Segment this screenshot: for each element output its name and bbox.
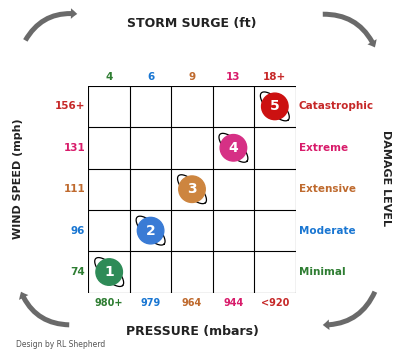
Text: 74: 74: [70, 267, 85, 277]
Text: STORM SURGE (ft): STORM SURGE (ft): [127, 17, 257, 30]
Text: WIND SPEED (mph): WIND SPEED (mph): [13, 118, 23, 239]
Text: 4: 4: [228, 141, 238, 155]
Text: 9: 9: [188, 72, 196, 82]
Text: Moderate: Moderate: [299, 226, 356, 236]
Circle shape: [262, 93, 288, 120]
Text: Extensive: Extensive: [299, 184, 356, 194]
Text: 111: 111: [64, 184, 85, 194]
Text: 5: 5: [270, 99, 280, 114]
Circle shape: [220, 135, 247, 161]
Text: Catastrophic: Catastrophic: [299, 101, 374, 111]
Text: 4: 4: [106, 72, 113, 82]
Text: <920: <920: [261, 298, 289, 308]
Text: Design by RL Shepherd: Design by RL Shepherd: [16, 340, 105, 349]
Text: 156+: 156+: [55, 101, 85, 111]
Text: DAMAGE LEVEL: DAMAGE LEVEL: [381, 131, 391, 226]
Text: 944: 944: [223, 298, 244, 308]
Text: 131: 131: [64, 143, 85, 153]
Text: 979: 979: [140, 298, 161, 308]
Text: 964: 964: [182, 298, 202, 308]
Text: Minimal: Minimal: [299, 267, 346, 277]
Text: PRESSURE (mbars): PRESSURE (mbars): [126, 325, 258, 338]
Text: 18+: 18+: [263, 72, 286, 82]
Circle shape: [137, 217, 164, 244]
Text: 3: 3: [187, 182, 197, 196]
Circle shape: [179, 176, 205, 202]
Text: 2: 2: [146, 223, 156, 238]
Circle shape: [96, 259, 122, 285]
Text: 13: 13: [226, 72, 241, 82]
Text: 6: 6: [147, 72, 154, 82]
Text: Extreme: Extreme: [299, 143, 348, 153]
Text: 96: 96: [71, 226, 85, 236]
Text: 1: 1: [104, 265, 114, 279]
Text: 980+: 980+: [95, 298, 124, 308]
